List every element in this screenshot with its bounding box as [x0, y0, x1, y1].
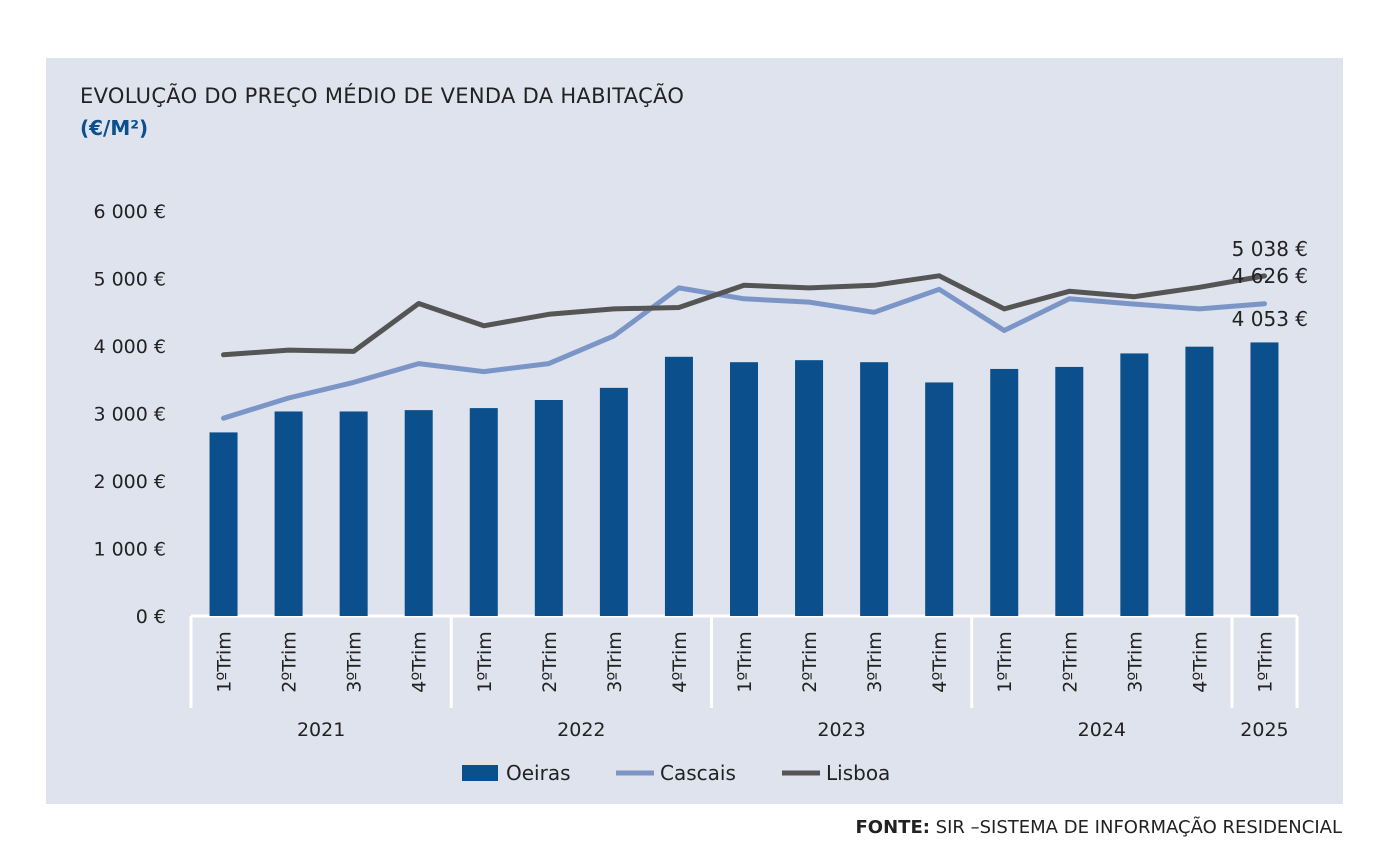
quarter-label: 4ºTrim [1189, 631, 1211, 692]
bar-oeiras [469, 408, 498, 616]
y-tick-label: 3 000 € [93, 404, 166, 426]
quarter-label: 3ºTrim [1124, 631, 1146, 692]
data-label-lisboa: 5 038 € [1232, 237, 1308, 261]
source-text: SIR –SISTEMA DE INFORMAÇÃO RESIDENCIAL [929, 817, 1342, 838]
y-tick-label: 4 000 € [93, 336, 166, 358]
bar-oeiras [534, 400, 563, 616]
oeiras-bars [209, 342, 1279, 616]
year-label: 2022 [557, 719, 605, 741]
quarter-label: 4ºTrim [409, 631, 431, 692]
quarter-label: 4ºTrim [669, 631, 691, 692]
data-labels: 5 038 € 4 626 € 4 053 € [1232, 237, 1308, 331]
bar-oeiras [274, 411, 303, 616]
y-tick-label: 5 000 € [93, 269, 166, 291]
line-cascais [221, 285, 1267, 421]
bar-oeiras [209, 432, 238, 616]
year-label: 2023 [817, 719, 865, 741]
bar-oeiras [1055, 366, 1084, 616]
data-label-oeiras: 4 053 € [1232, 307, 1308, 331]
quarter-label: 4ºTrim [929, 631, 951, 692]
y-axis: 0 € 1 000 € 2 000 € 3 000 € 4 000 € 5 000 € 6 … [93, 201, 166, 628]
source-footer: FONTE: SIR –SISTEMA DE INFORMAÇÃO RESIDE… [856, 817, 1343, 838]
quarter-label: 3ºTrim [864, 631, 886, 692]
legend: Oeiras Cascais Lisboa [462, 761, 890, 785]
y-tick-label: 6 000 € [93, 201, 166, 223]
quarter-label: 1ºTrim [994, 631, 1016, 692]
bar-oeiras [925, 382, 954, 616]
data-label-cascais: 4 626 € [1232, 264, 1308, 288]
bar-oeiras [860, 362, 889, 616]
bar-oeiras [1250, 342, 1279, 616]
year-label: 2025 [1240, 719, 1288, 741]
legend-label-lisboa: Lisboa [826, 761, 890, 785]
x-axis: 1ºTrim 2ºTrim 3ºTrim 4ºTrim 1ºTrim 2ºTrim 3ºTr… [189, 614, 1299, 741]
y-tick-label: 2 000 € [93, 471, 166, 493]
quarter-label: 3ºTrim [604, 631, 626, 692]
bar-oeiras [664, 356, 693, 616]
line-lisboa [221, 273, 1267, 358]
chart-subtitle: (€/M²) [80, 116, 149, 140]
bar-oeiras [795, 360, 824, 616]
quarter-label: 1ºTrim [474, 631, 496, 692]
quarter-label: 3ºTrim [344, 631, 366, 692]
quarter-label: 2ºTrim [539, 631, 561, 692]
chart-title: EVOLUÇÃO DO PREÇO MÉDIO DE VENDA DA HABI… [80, 84, 685, 108]
quarter-label: 1ºTrim [214, 631, 236, 692]
quarter-label: 1ºTrim [734, 631, 756, 692]
bar-oeiras [730, 362, 758, 616]
bar-oeiras [1185, 346, 1214, 616]
y-tick-label: 1 000 € [93, 539, 166, 561]
series-lines [221, 273, 1267, 421]
quarter-label: 2ºTrim [1059, 631, 1081, 692]
bar-oeiras [339, 411, 368, 616]
legend-label-oeiras: Oeiras [506, 761, 571, 785]
bar-oeiras [990, 368, 1019, 616]
quarter-label: 2ºTrim [279, 631, 301, 692]
year-label: 2024 [1078, 719, 1126, 741]
legend-label-cascais: Cascais [660, 761, 736, 785]
legend-swatch-oeiras [462, 765, 498, 781]
y-tick-label: 0 € [136, 606, 166, 628]
bar-oeiras [1120, 353, 1149, 616]
quarter-label: 2ºTrim [799, 631, 821, 692]
bar-oeiras [404, 410, 433, 616]
quarter-label: 1ºTrim [1254, 631, 1276, 692]
year-label: 2021 [297, 719, 345, 741]
source-label: FONTE: [855, 817, 930, 838]
bar-oeiras [599, 387, 628, 616]
